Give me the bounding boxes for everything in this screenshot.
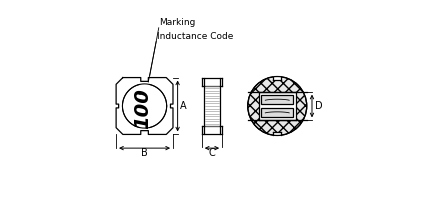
Text: C: C [209,148,215,158]
Bar [204,78,220,134]
Circle shape [248,77,307,135]
Bar [259,92,296,120]
Text: Inductance Code: Inductance Code [157,32,233,41]
Bar [262,95,293,104]
Bar [273,132,282,138]
Text: A: A [180,101,187,111]
Text: D: D [315,101,323,111]
Text: Marking: Marking [159,18,196,27]
Text: B: B [141,148,148,158]
Text: 100: 100 [133,88,153,128]
Bar [273,74,282,80]
Bar [262,108,293,117]
